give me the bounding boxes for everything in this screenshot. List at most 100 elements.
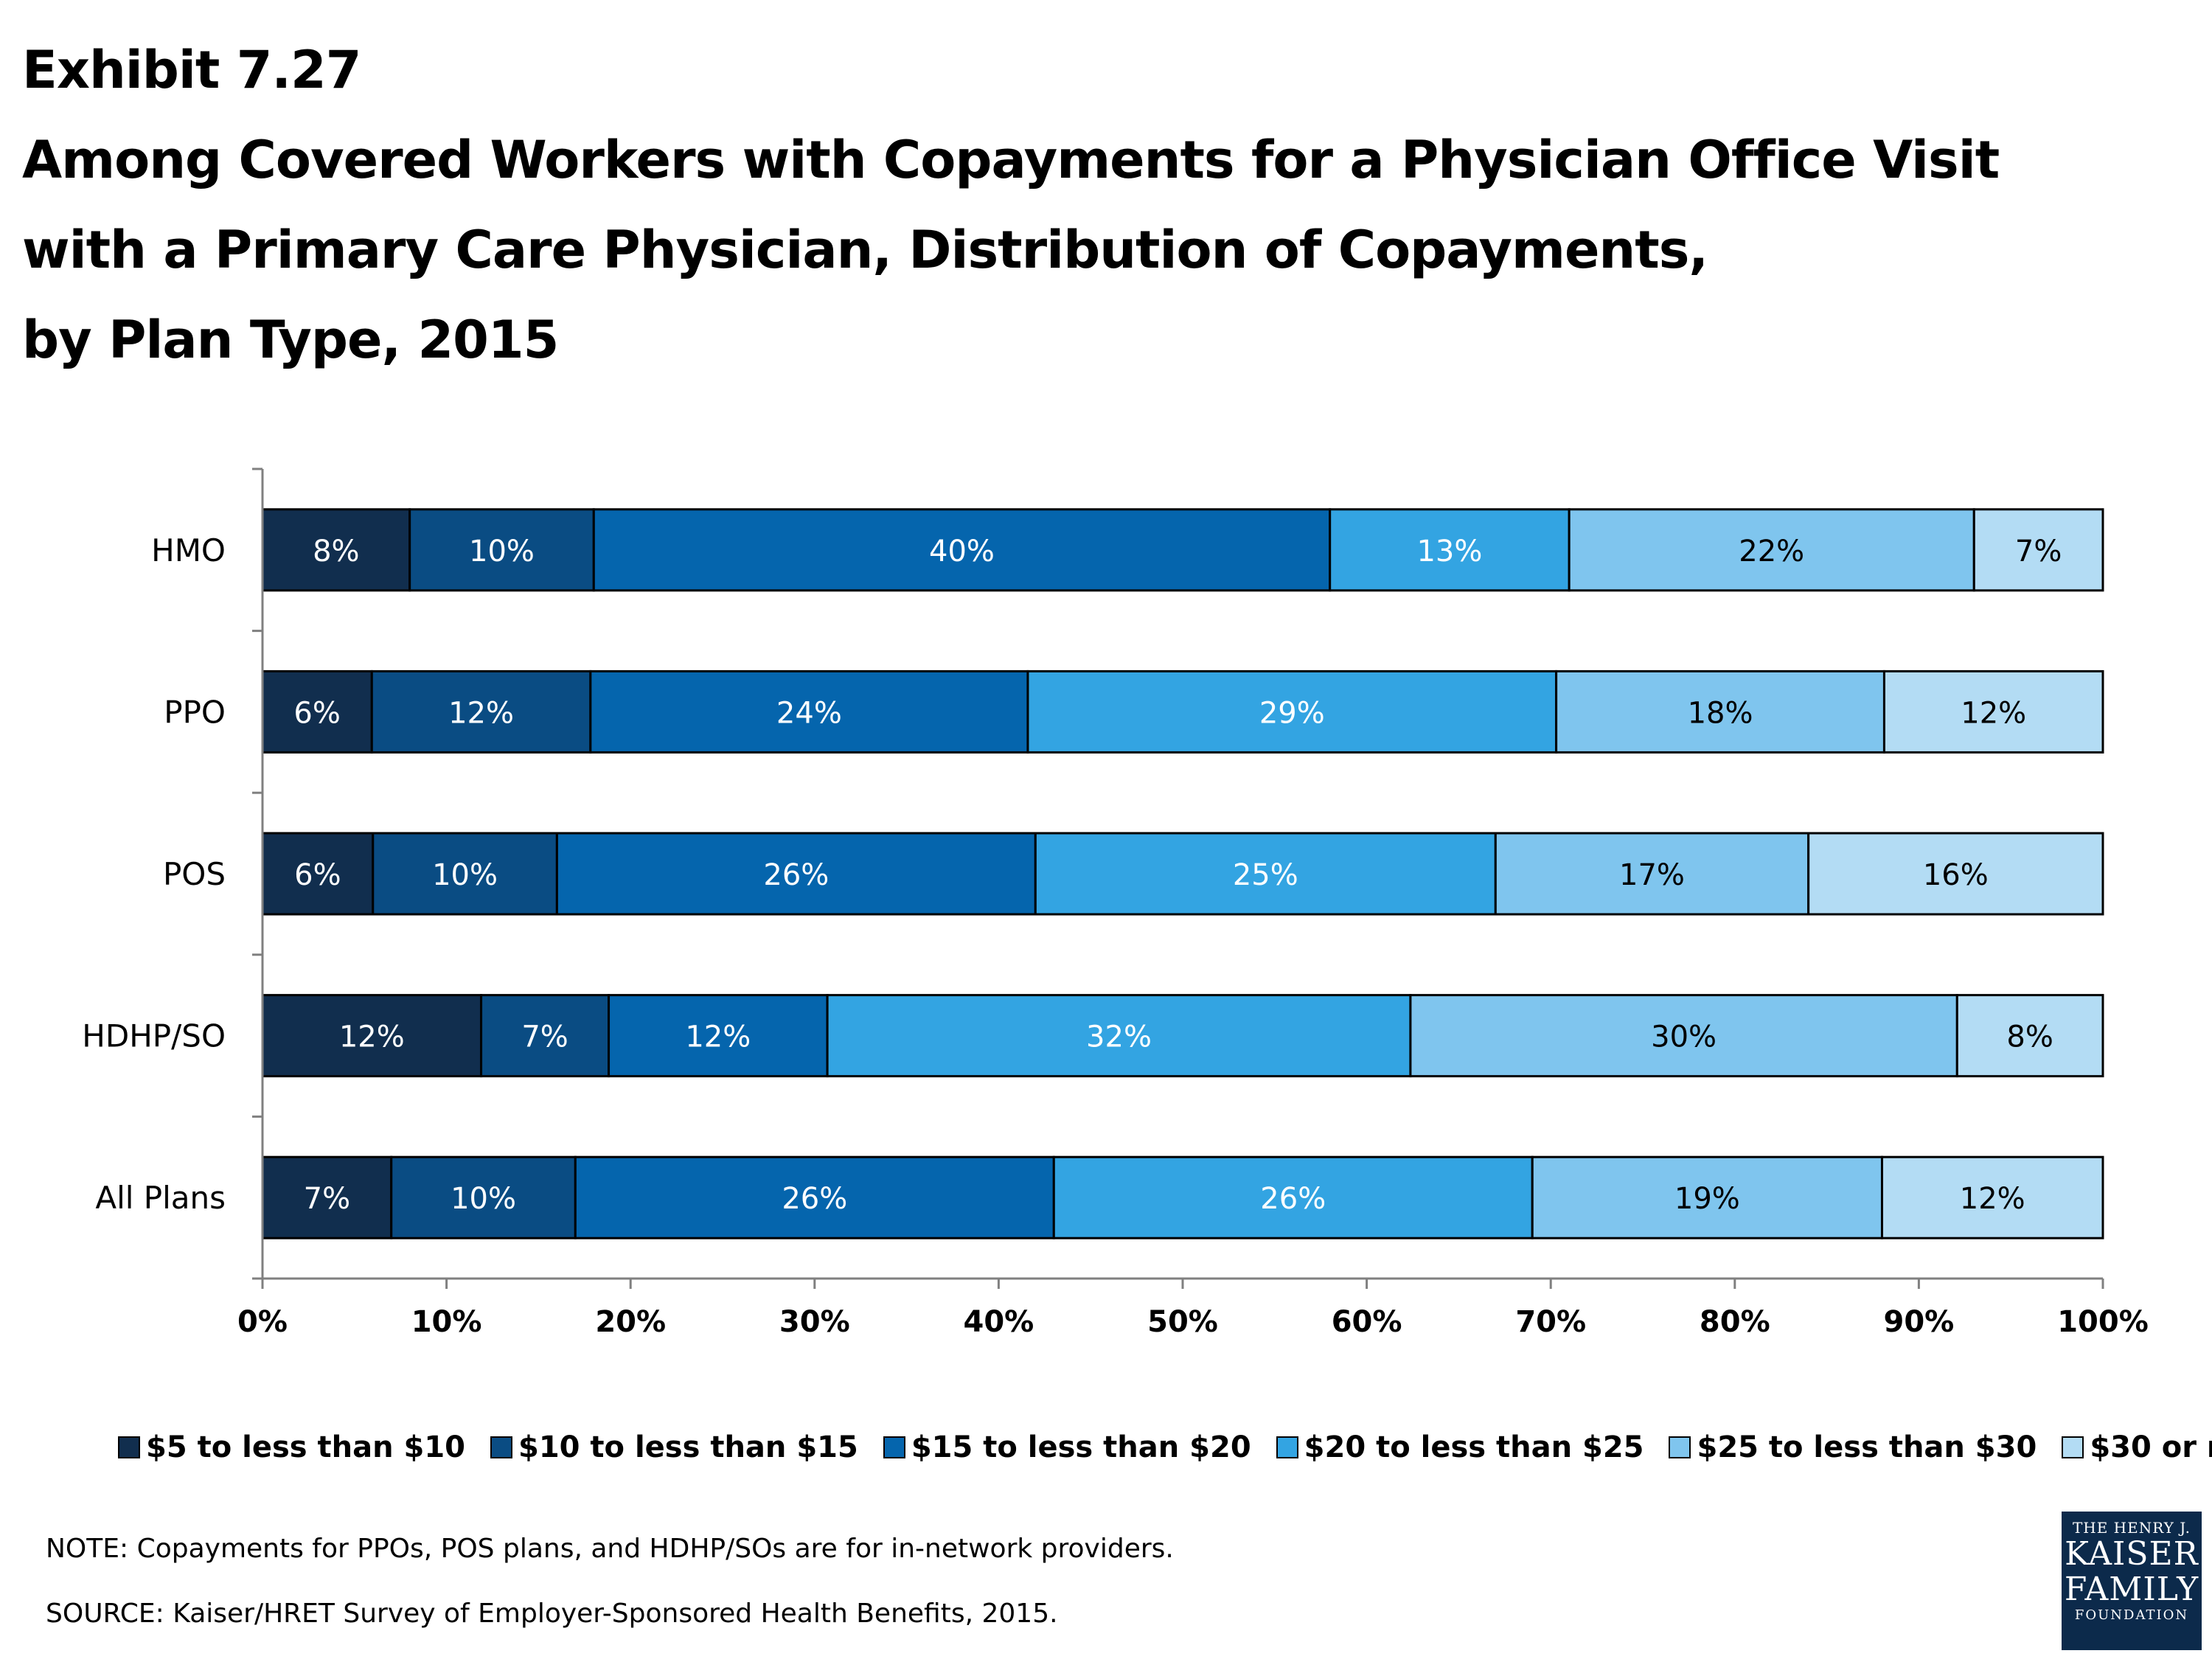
data-label: 18% [1688,696,1753,730]
legend-swatch [883,1436,905,1458]
legend-swatch [118,1436,140,1458]
x-tick-label: 80% [1700,1305,1770,1339]
data-label: 10% [469,535,535,568]
category-label: HMO [151,532,226,568]
legend-entry: $5 to less than $10 [118,1430,465,1464]
data-label: 10% [451,1182,516,1216]
data-label: 6% [293,696,340,730]
bar-segment [372,832,558,916]
data-label: 7% [521,1020,568,1054]
bar-segment [1955,994,2104,1078]
category-label: HDHP/SO [82,1018,226,1054]
logo-line-1: THE HENRY J. [2072,1519,2191,1537]
bar-segment [1026,669,1558,754]
data-label: 24% [776,696,842,730]
bar-segment [1329,508,1571,592]
data-label: 7% [2015,535,2062,568]
source-text: SOURCE: Kaiser/HRET Survey of Employer-S… [46,1599,1058,1629]
logo-line-2: KAISER [2065,1535,2199,1573]
bar-segment [1494,832,1810,916]
data-label: 7% [304,1182,350,1216]
chart-title: Exhibit 7.27 Among Covered Workers with … [22,25,2190,385]
data-label: 16% [1923,858,1989,892]
legend-swatch [1276,1436,1298,1458]
legend-swatch [490,1436,512,1458]
data-label: 8% [313,535,359,568]
kff-logo: THE HENRY J. KAISER FAMILY FOUNDATION [2062,1512,2202,1650]
data-label: 29% [1259,696,1325,730]
bar-segment [592,508,1332,592]
exhibit-number: Exhibit 7.27 [22,40,361,100]
legend-swatch [2062,1436,2084,1458]
x-tick-label: 40% [964,1305,1034,1339]
legend-entry: $20 to less than $25 [1276,1430,1644,1464]
category-label: PPO [164,694,226,730]
bar-segment [555,832,1037,916]
bar-segment [1972,508,2104,592]
x-tick-label: 100% [2057,1305,2149,1339]
data-label: 12% [448,696,514,730]
data-label: 8% [2006,1020,2053,1054]
x-tick-label: 60% [1332,1305,1402,1339]
data-label: 22% [1739,535,1804,568]
bar-segment [608,994,829,1078]
legend: $5 to less than $10 $10 to less than $15 $… [118,1430,2212,1464]
legend-label: $15 to less than $20 [911,1430,1251,1464]
data-label: 26% [1260,1182,1326,1216]
legend-swatch [1669,1436,1691,1458]
legend-label: $10 to less than $15 [518,1430,858,1464]
bar-segment [1880,1155,2104,1239]
category-label: POS [163,856,226,892]
legend-entry: $30 or more [2062,1430,2212,1464]
legend-entry: $25 to less than $30 [1669,1430,2037,1464]
bar-segment [408,508,595,592]
bar-segment [261,832,375,916]
bar-segment [826,994,1412,1078]
bar-segment [574,1155,1055,1239]
legend-label: $30 or more [2090,1430,2212,1464]
data-label: 26% [763,858,829,892]
bar-segment [261,508,411,592]
bar-segment [1531,1155,1883,1239]
data-label: 6% [294,858,341,892]
bar-segment [1568,508,1975,592]
data-label: 10% [432,858,498,892]
title-line-2: with a Primary Care Physician, Distribut… [22,220,1708,280]
data-label: 40% [929,535,995,568]
x-tick-label: 70% [1515,1305,1586,1339]
data-label: 32% [1086,1020,1152,1054]
data-label: 19% [1674,1182,1740,1216]
legend-label: $5 to less than $10 [146,1430,465,1464]
x-tick-label: 20% [595,1305,666,1339]
x-tick-label: 30% [779,1305,850,1339]
data-label: 17% [1619,858,1685,892]
data-label: 25% [1233,858,1298,892]
title-line-1: Among Covered Workers with Copayments fo… [22,130,2000,190]
logo-line-3: FAMILY [2064,1571,2199,1608]
legend-entry: $15 to less than $20 [883,1430,1251,1464]
category-label: All Plans [95,1180,226,1216]
bar-segment [390,1155,577,1239]
note-text: NOTE: Copayments for PPOs, POS plans, an… [46,1534,1174,1564]
bar-segment [589,669,1029,754]
stacked-bar-chart: HMO 8% 10% 40% 13% 22% 7% PPO 6% 12% 24% 29% 18% 12% P… [82,467,2149,1339]
x-tick-label: 50% [1147,1305,1218,1339]
data-label: 12% [685,1020,751,1054]
data-label: 30% [1651,1020,1717,1054]
legend-label: $20 to less than $25 [1304,1430,1644,1464]
data-label: 12% [339,1020,405,1054]
data-label: 13% [1416,535,1482,568]
data-label: 12% [1961,696,2026,730]
legend-entry: $10 to less than $15 [490,1430,858,1464]
bar-segment [1807,832,2104,916]
data-label: 12% [1960,1182,2025,1216]
logo-line-4: FOUNDATION [2074,1607,2189,1623]
data-label: 26% [782,1182,847,1216]
bar-segment [1034,832,1497,916]
x-tick-label: 10% [411,1305,482,1339]
x-tick-label: 0% [237,1305,288,1339]
x-tick-label: 90% [1884,1305,1955,1339]
bar-segment [1882,669,2104,754]
title-line-3: by Plan Type, 2015 [22,310,559,370]
bar-segment [480,994,611,1078]
